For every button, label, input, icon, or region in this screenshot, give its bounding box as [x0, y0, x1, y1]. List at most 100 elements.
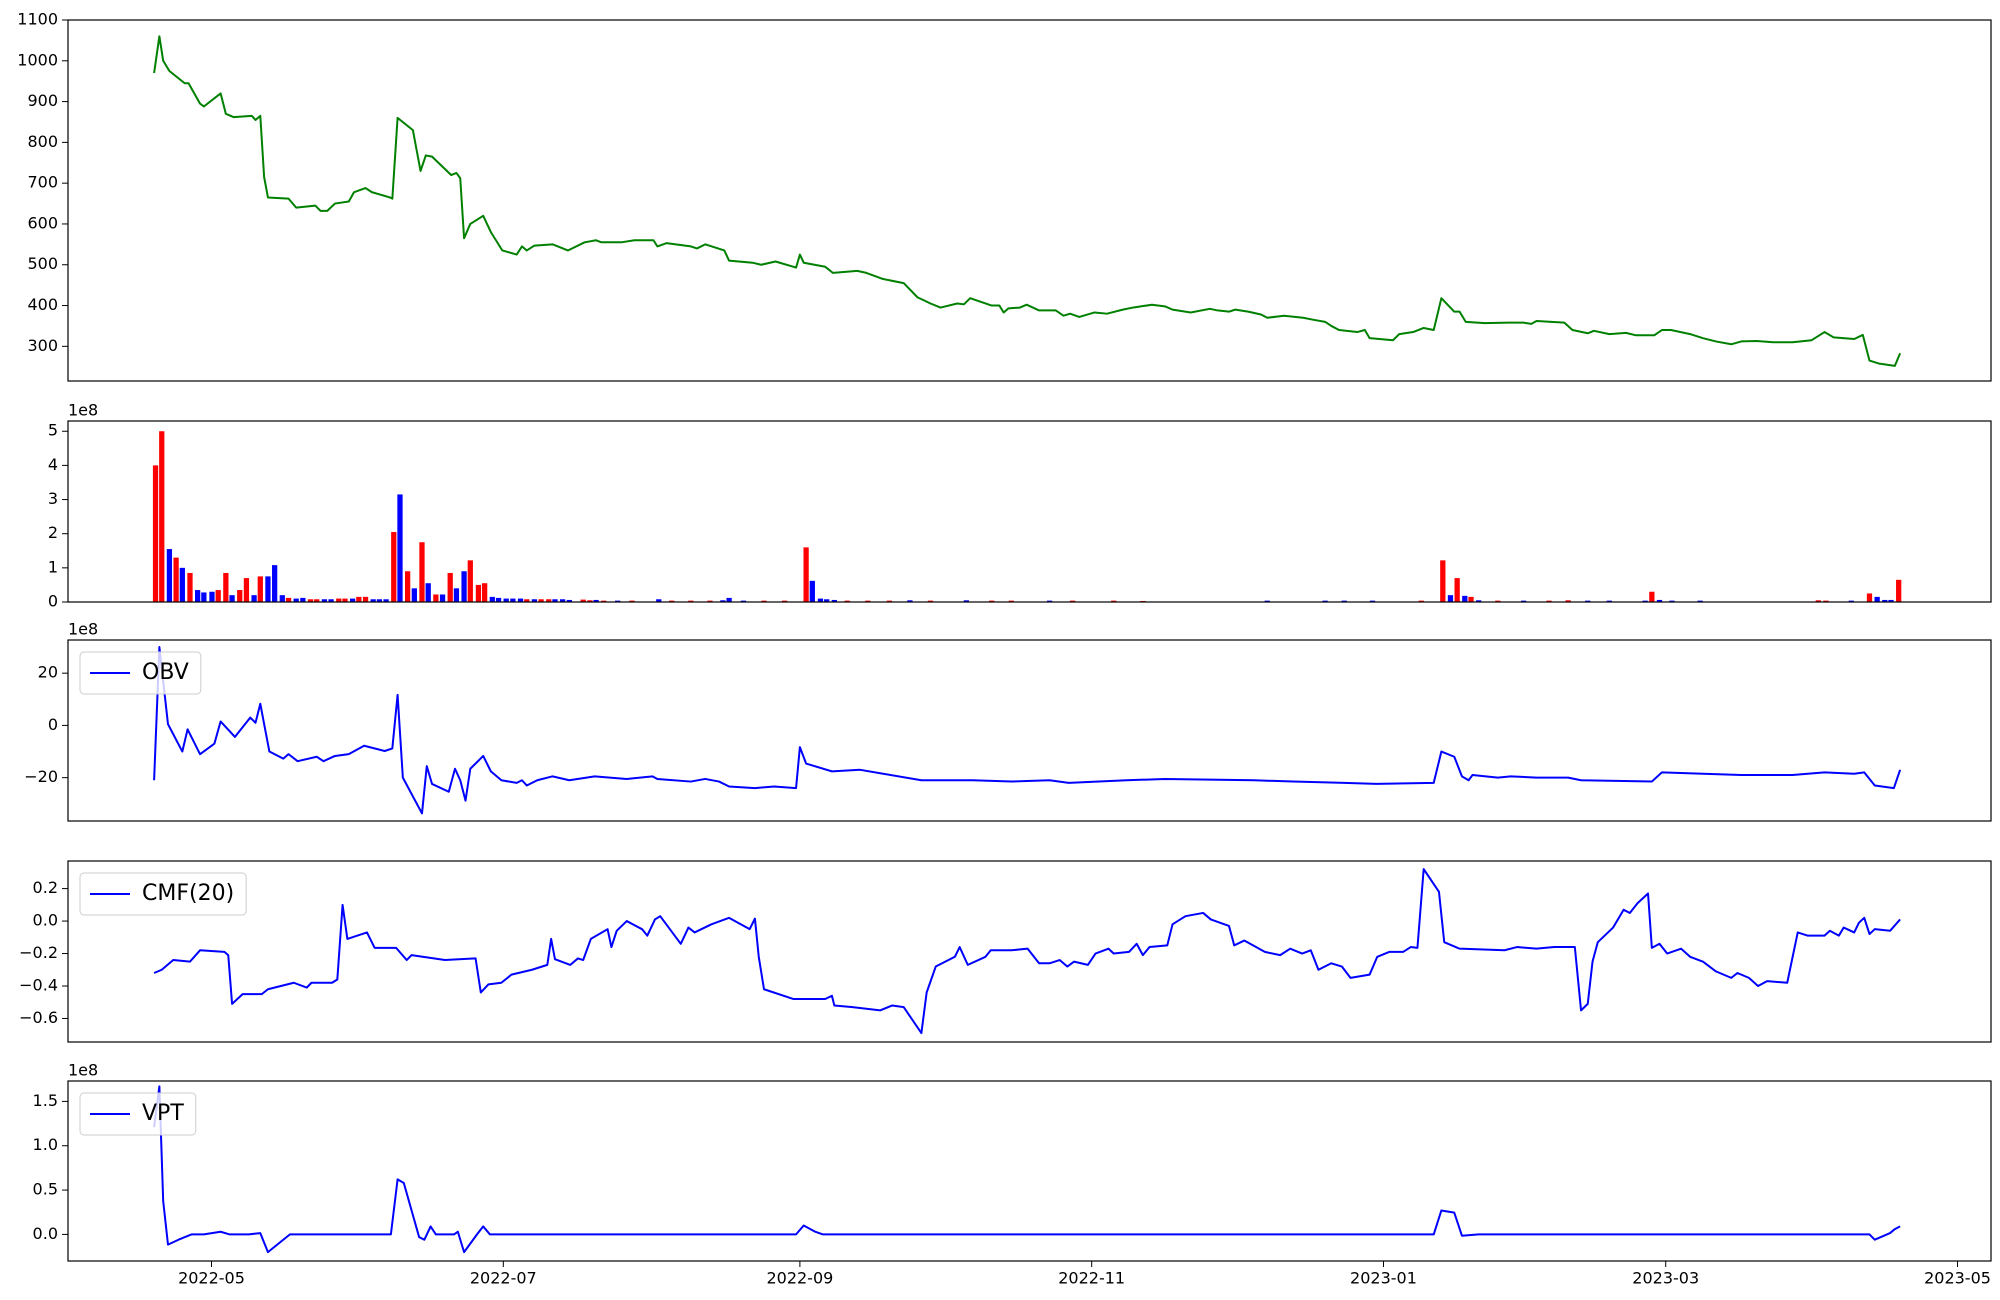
legend [79, 1092, 197, 1136]
bar [1606, 600, 1612, 602]
axes-frame [67, 1080, 1992, 1262]
bar [383, 599, 389, 602]
y-tick-label: 1.5 [33, 1091, 58, 1110]
bar [707, 600, 713, 602]
bar [1882, 599, 1888, 602]
bar [285, 597, 292, 602]
bar [251, 595, 257, 602]
bar [1697, 600, 1703, 602]
x-tick-label: 2022-07 [470, 1269, 537, 1288]
bar [300, 597, 306, 602]
bar [1341, 600, 1347, 602]
bar [1476, 600, 1482, 602]
bar [1669, 600, 1675, 602]
bar [546, 599, 552, 602]
bar [1815, 600, 1821, 602]
y-tick-label: 400 [27, 295, 58, 314]
legend [79, 651, 202, 695]
axes-frame [67, 860, 1992, 1043]
bar [223, 572, 229, 602]
bar [1264, 600, 1270, 602]
y-tick-label: 0.5 [33, 1180, 58, 1199]
y-tick-label: 0 [48, 715, 58, 734]
bar [405, 571, 411, 602]
panel: 0 1 2 3 4 5 1e8 [48, 401, 1992, 611]
bar [1546, 600, 1552, 602]
bar [580, 599, 586, 602]
bar [720, 600, 726, 602]
y-tick-label: 800 [27, 132, 58, 151]
bar [439, 594, 446, 602]
bar [1046, 600, 1053, 602]
axis-offset: 1e8 [68, 1061, 98, 1080]
y-tick-label: 0.2 [33, 878, 58, 897]
bar [243, 578, 250, 602]
bar [195, 590, 201, 602]
bar [1896, 579, 1902, 602]
bar [425, 583, 431, 602]
bar [229, 595, 235, 602]
bar [817, 598, 824, 602]
y-tick-label: 20 [38, 663, 58, 682]
bar [1866, 593, 1873, 602]
bar [531, 599, 538, 602]
bar [927, 600, 934, 602]
bar [688, 600, 694, 602]
bar [1454, 578, 1460, 602]
plot-area [153, 868, 1901, 1035]
bar [376, 599, 383, 602]
y-tick-label: 700 [27, 173, 58, 192]
bar [566, 599, 572, 602]
y-tick-label: 500 [27, 254, 58, 273]
bar [1848, 600, 1854, 602]
y-tick-label: 900 [27, 91, 58, 110]
panel: −0.6 −0.4 −0.2 0.0 0.2 CMF(20) [19, 860, 1992, 1043]
panel: −20 0 20 1e8 OBV [24, 620, 1992, 822]
bar [761, 600, 767, 602]
x-tick-label: 2022-11 [1058, 1269, 1125, 1288]
bar [461, 571, 467, 602]
bar [1521, 600, 1527, 602]
bar [397, 494, 403, 602]
bar [237, 590, 243, 602]
y-tick-label: −20 [24, 767, 58, 786]
bar [419, 542, 425, 602]
bar [865, 600, 871, 602]
y-tick-label: 1100 [17, 10, 58, 29]
bar [601, 600, 607, 602]
bar [669, 600, 675, 602]
bar [187, 572, 193, 602]
bar [159, 431, 165, 602]
x-tick-label: 2023-03 [1632, 1269, 1699, 1288]
bar [328, 599, 334, 602]
bar [517, 598, 524, 602]
y-tick-label: 600 [27, 213, 58, 232]
bar [593, 599, 599, 602]
bar [307, 599, 314, 602]
bar [1418, 600, 1424, 602]
bar [989, 600, 995, 602]
bar [1888, 599, 1894, 602]
y-tick-label: −0.6 [19, 1008, 58, 1027]
x-tick-label: 2023-05 [1924, 1269, 1991, 1288]
bar [809, 580, 815, 602]
bar [201, 592, 207, 602]
plot-area [152, 431, 1902, 602]
y-tick-label: 1000 [17, 50, 58, 69]
bar [489, 596, 495, 602]
bar [844, 600, 850, 602]
bar [453, 588, 460, 602]
bar [209, 591, 215, 602]
bar [433, 594, 439, 602]
bar [356, 596, 362, 602]
bar [467, 560, 473, 602]
bar [336, 598, 342, 602]
x-tick-label: 2022-09 [766, 1269, 833, 1288]
y-tick-label: 0 [48, 592, 58, 611]
bar [615, 600, 621, 602]
plot-area [153, 646, 1902, 815]
data-line [153, 646, 1902, 815]
bar [740, 600, 747, 602]
bar [391, 531, 397, 602]
